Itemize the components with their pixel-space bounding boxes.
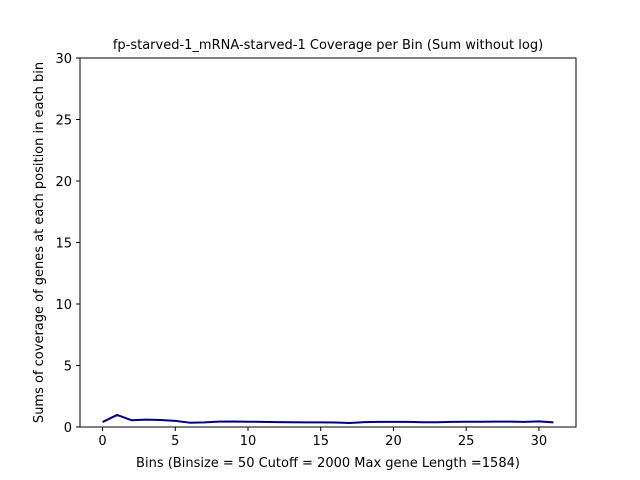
x-axis-label: Bins (Binsize = 50 Cutoff = 2000 Max gen… — [136, 456, 520, 471]
y-tick-label: 30 — [55, 52, 72, 67]
y-tick-label: 25 — [55, 114, 72, 129]
y-axis-label: Sums of coverage of genes at each positi… — [32, 62, 47, 423]
plot-area — [102, 413, 554, 424]
x-tick-label: 5 — [171, 434, 179, 449]
x-tick-label: 0 — [98, 434, 106, 449]
chart-title: fp-starved-1_mRNA-starved-1 Coverage per… — [113, 38, 543, 53]
series-line — [102, 413, 554, 424]
x-tick-label: 10 — [240, 434, 257, 449]
y-tick-label: 20 — [55, 175, 72, 190]
x-tick-label: 30 — [531, 434, 548, 449]
y-tick-label: 15 — [55, 237, 72, 252]
y-tick-label: 5 — [64, 360, 72, 375]
x-tick-label: 25 — [458, 434, 475, 449]
axis-ticks: 0 5 10 15 20 25 30 0 5 10 15 20 25 30 — [55, 52, 547, 449]
y-tick-label: 0 — [64, 421, 72, 436]
x-tick-label: 15 — [312, 434, 329, 449]
axes-frame — [79, 57, 577, 428]
y-tick-label: 10 — [55, 298, 72, 313]
x-tick-label: 20 — [385, 434, 402, 449]
